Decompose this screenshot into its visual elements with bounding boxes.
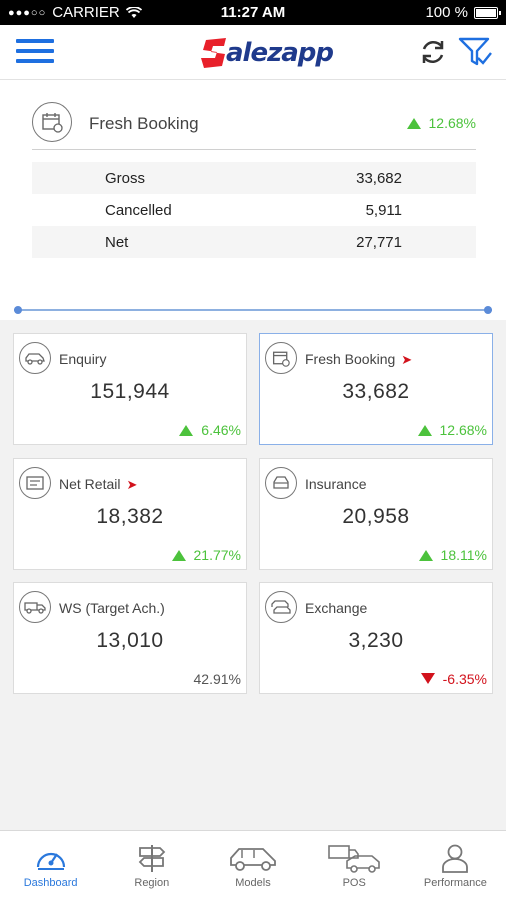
up-arrow-icon — [171, 550, 186, 561]
up-arrow-icon — [418, 550, 433, 561]
tile-change-value: 12.68% — [439, 422, 487, 438]
tab-region[interactable]: Region — [101, 831, 202, 900]
tile-change-value: -6.35% — [442, 671, 487, 687]
row-label: Net — [105, 233, 129, 251]
status-bar: ●●●○○ CARRIER 11:27 AM 100 % — [0, 0, 506, 25]
row-label: Cancelled — [105, 201, 172, 219]
panel-resize-handle[interactable] — [14, 305, 492, 315]
tab-label: POS — [342, 877, 366, 889]
battery-icon — [474, 6, 501, 19]
exchange-icon — [265, 591, 297, 623]
tile-label: WS (Target Ach.) — [59, 600, 165, 616]
tile-label: Insurance — [305, 476, 367, 492]
speedometer-icon — [36, 852, 65, 870]
table-row: Gross 33,682 — [32, 162, 476, 194]
person-icon — [442, 844, 469, 873]
summary-change: 12.68% — [406, 115, 476, 131]
tile-change: 12.68% — [417, 422, 487, 438]
tile-label: Net Retail ➤ — [59, 476, 137, 493]
tile-change-value: 18.11% — [440, 547, 487, 563]
bottom-tab-bar: Dashboard Region Models POS Performance — [0, 830, 506, 900]
carrier-label: CARRIER — [52, 4, 120, 21]
tile-change-value: 6.46% — [201, 422, 241, 438]
truck-icon — [19, 591, 51, 623]
drilldown-arrow-icon: ➤ — [401, 352, 413, 367]
tab-dashboard[interactable]: Dashboard — [0, 831, 101, 900]
table-row: Cancelled 5,911 — [32, 194, 476, 226]
row-value: 33,682 — [356, 169, 402, 187]
table-row: Net 27,771 — [32, 226, 476, 258]
summary-table: Gross 33,682 Cancelled 5,911 Net 27,771 — [32, 162, 476, 258]
logo-s-mark — [201, 38, 226, 68]
tile-value: 151,944 — [90, 380, 170, 403]
up-arrow-icon — [417, 425, 432, 436]
handle-knob-left[interactable] — [14, 306, 22, 314]
logo-text: alezapp — [226, 38, 334, 68]
signpost-icon — [138, 845, 166, 872]
handle-line — [14, 309, 492, 311]
handle-knob-right[interactable] — [484, 306, 492, 314]
tile-label: Enquiry — [59, 351, 107, 367]
row-value: 27,771 — [356, 233, 402, 251]
wifi-icon — [125, 6, 142, 18]
signal-icon: ●●●○○ — [8, 6, 47, 19]
tile-value: 18,382 — [96, 505, 164, 528]
tile-insurance[interactable]: Insurance 20,958 18.11% — [259, 458, 493, 570]
row-label: Gross — [105, 169, 146, 187]
tab-label: Models — [235, 877, 271, 889]
tab-models[interactable]: Models — [202, 831, 303, 900]
tile-net-retail[interactable]: Net Retail ➤ 18,382 21.77% — [13, 458, 247, 570]
tile-exchange[interactable]: Exchange 3,230 -6.35% — [259, 582, 493, 694]
insurance-car-icon — [265, 467, 297, 499]
tile-label: Exchange — [305, 600, 368, 616]
tab-label: Performance — [423, 877, 487, 889]
up-arrow-icon — [179, 425, 194, 436]
filter-icon[interactable] — [458, 36, 492, 68]
calendar-icon — [32, 102, 72, 142]
refresh-icon[interactable] — [418, 37, 448, 67]
receipt-icon — [19, 467, 51, 499]
tile-value: 33,682 — [342, 380, 410, 403]
tile-value: 3,230 — [348, 629, 404, 652]
summary-panel: Fresh Booking 12.68% Gross 33,682 Cancell… — [0, 80, 506, 320]
summary-title: Fresh Booking — [89, 114, 199, 133]
tab-performance[interactable]: Performance — [405, 831, 506, 900]
tab-label: Region — [134, 877, 170, 889]
battery-percent: 100 % — [425, 4, 468, 21]
salezapp-logo: alezapp — [200, 33, 334, 73]
tile-change: 21.77% — [171, 547, 241, 563]
tile-value: 13,010 — [96, 629, 164, 652]
tile-label: Fresh Booking ➤ — [305, 351, 412, 368]
drilldown-arrow-icon: ➤ — [126, 477, 138, 492]
trucks-icon — [328, 845, 381, 873]
tile-label-text: Fresh Booking — [305, 351, 396, 367]
tile-change: 18.11% — [418, 547, 487, 563]
tile-change: 6.46% — [179, 422, 241, 438]
tile-change: 42.91% — [193, 671, 241, 687]
tile-fresh-booking[interactable]: Fresh Booking ➤ 33,682 12.68% — [259, 333, 493, 445]
tile-change-value: 21.77% — [193, 547, 241, 563]
summary-header: Fresh Booking 12.68% — [32, 100, 476, 150]
car-icon — [19, 342, 51, 374]
tab-pos[interactable]: POS — [304, 831, 405, 900]
tile-label-text: Net Retail — [59, 476, 121, 492]
tab-label: Dashboard — [23, 877, 78, 889]
car-icon — [230, 848, 276, 871]
tile-enquiry[interactable]: Enquiry 151,944 6.46% — [13, 333, 247, 445]
up-arrow-icon — [406, 118, 421, 129]
row-value: 5,911 — [365, 201, 402, 219]
clock: 11:27 AM — [220, 4, 286, 21]
tile-change: -6.35% — [420, 671, 487, 687]
tile-value: 20,958 — [342, 505, 410, 528]
app-header: alezapp — [0, 25, 506, 80]
tile-ws-target[interactable]: WS (Target Ach.) 13,010 42.91% — [13, 582, 247, 694]
calendar-icon — [265, 342, 297, 374]
summary-change-value: 12.68% — [428, 115, 476, 131]
down-arrow-icon — [420, 673, 435, 684]
menu-icon[interactable] — [16, 39, 54, 67]
